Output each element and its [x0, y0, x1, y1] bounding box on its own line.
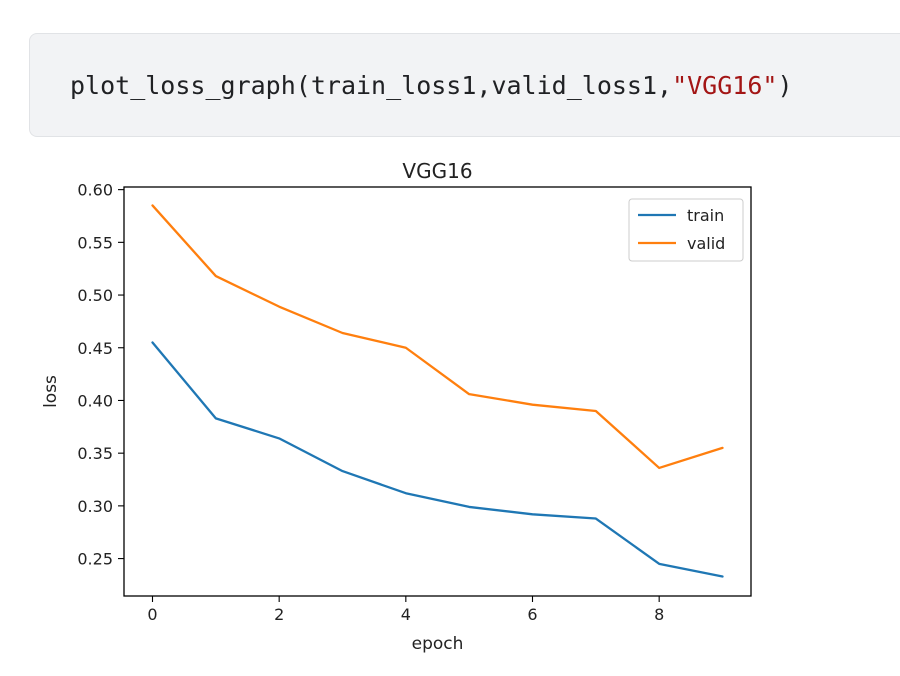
- chart-svg: 0 2 4 6 8 0.25 0.30 0.35 0.40 0.45 0.50 0.55 0.60 VGG…: [41, 159, 752, 654]
- code-cell[interactable]: plot_loss_graph(train_loss1,valid_loss1,…: [29, 33, 900, 137]
- y-axis-label: loss: [41, 375, 61, 408]
- x-tick-label: 6: [527, 605, 537, 624]
- legend-label-train: train: [687, 206, 724, 225]
- code-line[interactable]: plot_loss_graph(train_loss1,valid_loss1,…: [70, 71, 793, 101]
- series-line-train: [151, 341, 724, 578]
- y-tick-label: 0.40: [77, 391, 113, 410]
- series-line-valid: [151, 204, 724, 470]
- y-tick-label: 0.55: [77, 233, 113, 252]
- x-tick-label: 8: [654, 605, 664, 624]
- code-close-paren: ): [777, 71, 793, 100]
- code-arguments: train_loss1,valid_loss1,: [310, 71, 673, 100]
- y-tick-label: 0.30: [77, 497, 113, 516]
- y-tick-label: 0.25: [77, 550, 113, 569]
- y-tick-label: 0.60: [77, 181, 113, 200]
- x-tick-label: 0: [147, 605, 157, 624]
- code-function-name: plot_loss_graph: [70, 71, 296, 100]
- x-tick-label: 4: [401, 605, 411, 624]
- code-string-literal: "VGG16": [672, 71, 778, 100]
- x-axis-label: epoch: [412, 634, 464, 654]
- legend-box: [628, 198, 744, 262]
- chart-title: VGG16: [402, 159, 472, 183]
- loss-plot: 0 2 4 6 8 0.25 0.30 0.35 0.40 0.45 0.50 0.55 0.60 VGG…: [0, 150, 900, 676]
- code-open-paren: (: [295, 71, 311, 100]
- cell-output: 0 2 4 6 8 0.25 0.30 0.35 0.40 0.45 0.50 0.55 0.60 VGG…: [0, 150, 900, 676]
- y-tick-label: 0.45: [77, 339, 113, 358]
- legend-label-valid: valid: [687, 234, 725, 253]
- y-tick-label: 0.35: [77, 444, 113, 463]
- y-tick-label: 0.50: [77, 286, 113, 305]
- x-tick-label: 2: [274, 605, 284, 624]
